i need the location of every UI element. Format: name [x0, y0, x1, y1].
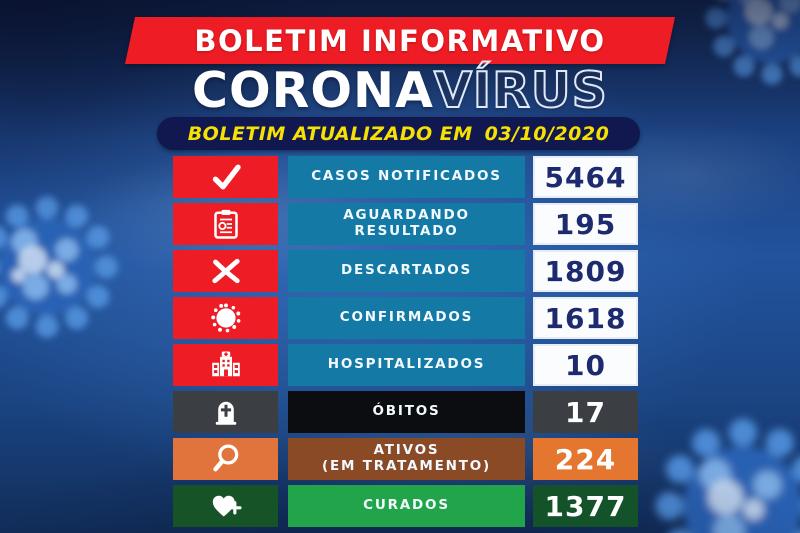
row-label: ÓBITOS [288, 391, 525, 433]
row-curados: CURADOS 1377 [173, 485, 638, 527]
row-label: ATIVOS (EM TRATAMENTO) [288, 438, 525, 480]
row-descartados: DESCARTADOS 1809 [173, 250, 638, 292]
row-value: 1377 [533, 485, 638, 527]
virus-icon [173, 297, 278, 339]
row-value: 1618 [533, 297, 638, 339]
heart-plus-icon [173, 485, 278, 527]
row-aguardando-resultado: AGUARDANDO RESULTADO 195 [173, 203, 638, 245]
hospital-icon [173, 344, 278, 386]
title-virus-outline: VÍRUS [433, 61, 608, 119]
row-label: HOSPITALIZADOS [288, 344, 525, 386]
banner-boletim-informativo: BOLETIM INFORMATIVO [125, 17, 675, 64]
coronavirus-particle-top-right [705, 0, 800, 85]
page-title: CORONA VÍRUS [135, 62, 665, 118]
row-label: CURADOS [288, 485, 525, 527]
clipboard-icon [173, 203, 278, 245]
row-value: 195 [533, 203, 638, 245]
row-label: CASOS NOTIFICADOS [288, 156, 525, 198]
row-ativos: ATIVOS (EM TRATAMENTO) 224 [173, 438, 638, 480]
row-value: 5464 [533, 156, 638, 198]
row-label: AGUARDANDO RESULTADO [288, 203, 525, 245]
coronavirus-particle-bottom-right [655, 418, 800, 533]
magnifier-icon [173, 438, 278, 480]
row-value: 10 [533, 344, 638, 386]
update-prefix: BOLETIM ATUALIZADO EM [187, 122, 473, 145]
update-date: 03/10/2020 [484, 122, 610, 145]
row-confirmados: CONFIRMADOS 1618 [173, 297, 638, 339]
title-corona: CORONA [192, 61, 434, 119]
row-obitos: ÓBITOS 17 [173, 391, 638, 433]
update-pill: BOLETIM ATUALIZADO EM 03/10/2020 [157, 117, 640, 150]
row-value: 224 [533, 438, 638, 480]
tombstone-icon [173, 391, 278, 433]
check-icon [173, 156, 278, 198]
x-mark-icon [173, 250, 278, 292]
row-label: DESCARTADOS [288, 250, 525, 292]
coronavirus-particle-left [0, 196, 118, 338]
row-value: 17 [533, 391, 638, 433]
banner-label: BOLETIM INFORMATIVO [194, 23, 606, 58]
row-label: CONFIRMADOS [288, 297, 525, 339]
row-hospitalizados: HOSPITALIZADOS 10 [173, 344, 638, 386]
row-value: 1809 [533, 250, 638, 292]
stats-table: CASOS NOTIFICADOS 5464 AGUARDANDO RESULTA… [173, 156, 638, 532]
row-casos-notificados: CASOS NOTIFICADOS 5464 [173, 156, 638, 198]
